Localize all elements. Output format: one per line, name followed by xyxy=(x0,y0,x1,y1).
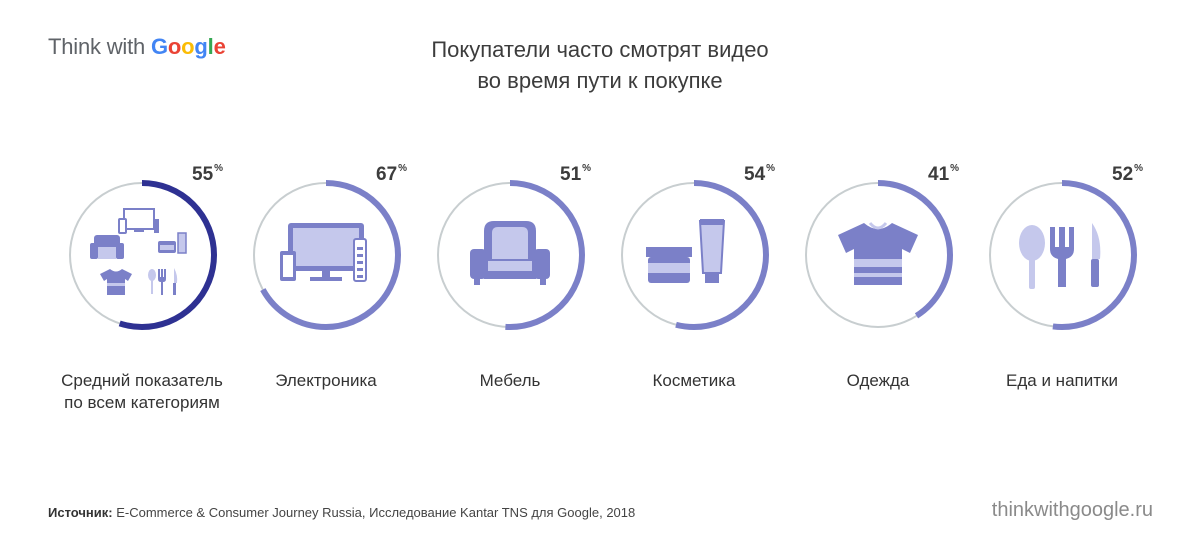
site-link[interactable]: thinkwithgoogle.ru xyxy=(991,499,1153,521)
logo-letter: e xyxy=(213,34,226,59)
value-label: 52% xyxy=(1112,163,1144,186)
value-unit: % xyxy=(1134,163,1144,174)
t-shirt-icon xyxy=(838,222,918,285)
source-text: E-Commerce & Consumer Journey Russia, Ис… xyxy=(112,505,636,520)
think-with-google-logo: Think with Google xyxy=(48,34,226,60)
cosmetics-icon xyxy=(646,219,726,283)
donut-arc xyxy=(803,180,953,330)
chart-title-line-1: Покупатели часто смотрят видео xyxy=(431,37,769,62)
category-mix-icon xyxy=(90,208,187,295)
donut-arc xyxy=(67,180,217,330)
value-unit: % xyxy=(582,163,592,174)
donut-group xyxy=(619,180,769,330)
logo-letter: G xyxy=(150,34,168,59)
donut-group xyxy=(251,180,401,330)
donut-arc xyxy=(619,180,769,330)
source-label: Источник: xyxy=(48,505,113,520)
category-label: Электроника xyxy=(275,371,377,390)
value-label: 41% xyxy=(928,163,960,186)
value-label: 54% xyxy=(744,163,776,186)
donut-arc xyxy=(251,180,401,330)
electronics-icon xyxy=(280,223,367,282)
value-number: 67 xyxy=(376,164,398,185)
donut-arc xyxy=(987,180,1137,330)
value-number: 55 xyxy=(192,164,214,185)
category-label: Мебель xyxy=(479,371,541,390)
donut-group xyxy=(803,180,953,330)
value-label: 55% xyxy=(192,163,224,186)
armchair-icon xyxy=(470,221,550,285)
value-unit: % xyxy=(950,163,960,174)
logo-letter: o xyxy=(167,34,182,59)
logo-letter: g xyxy=(194,34,208,59)
chart-title-line-2: во время пути к покупке xyxy=(477,68,723,93)
value-number: 41 xyxy=(928,164,950,185)
value-unit: % xyxy=(398,163,408,174)
value-unit: % xyxy=(214,163,224,174)
value-number: 54 xyxy=(744,164,766,185)
donut-group xyxy=(987,180,1137,330)
value-number: 52 xyxy=(1112,164,1134,185)
donut-arc xyxy=(435,180,585,330)
logo-letter: l xyxy=(207,34,214,59)
category-label: Еда и напитки xyxy=(1006,371,1118,390)
value-label: 67% xyxy=(376,163,408,186)
donut-group xyxy=(67,180,217,330)
value-label: 51% xyxy=(560,163,592,186)
source-note: Источник: E-Commerce & Consumer Journey … xyxy=(48,505,635,520)
category-label: Косметика xyxy=(652,371,736,390)
value-unit: % xyxy=(766,163,776,174)
value-number: 51 xyxy=(560,164,582,185)
logo-google-word: Google xyxy=(151,34,226,59)
category-label: Средний показатель по всем категориям xyxy=(61,371,223,412)
logo-letter: o xyxy=(181,34,195,59)
donut-group xyxy=(435,180,585,330)
category-label: Одежда xyxy=(846,371,910,390)
logo-think-text: Think with xyxy=(48,34,146,59)
utensils-icon xyxy=(1019,223,1101,289)
chart-title: Покупатели часто смотрят видео во время … xyxy=(300,34,900,96)
